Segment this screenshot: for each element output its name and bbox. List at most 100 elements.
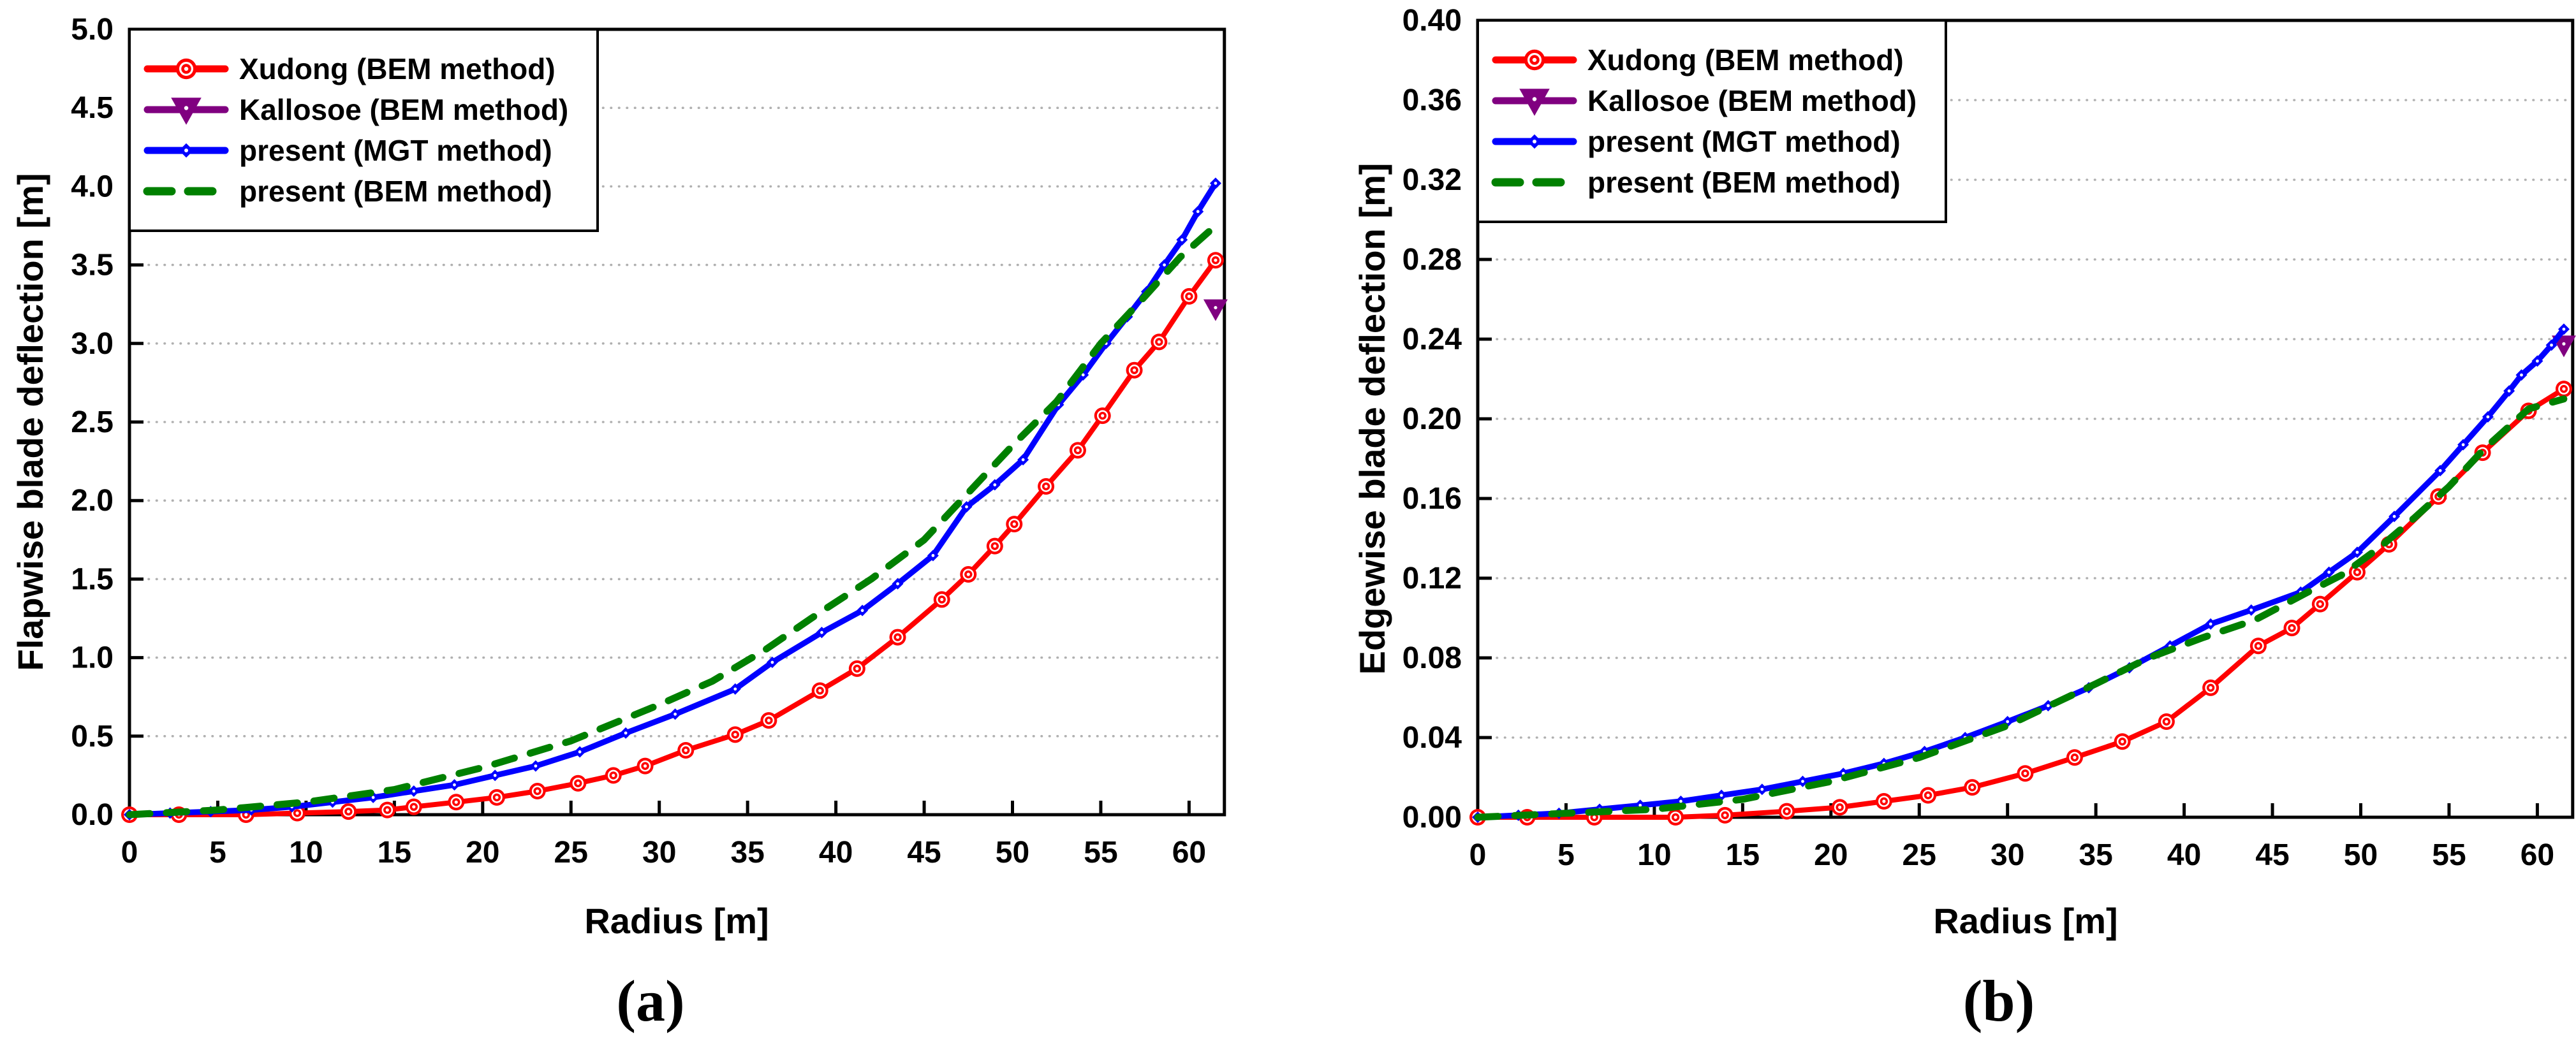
data-point-marker: [1151, 333, 1168, 351]
x-tick-label: 15: [1726, 838, 1760, 872]
data-point-marker: [2323, 566, 2335, 578]
y-tick-label: 0.0: [71, 798, 114, 832]
x-tick-label: 60: [1172, 836, 1206, 870]
legend-label: Kallosoe (BEM method): [1587, 84, 1917, 117]
y-tick-label: 0.32: [1402, 163, 1462, 197]
data-point-marker: [1209, 177, 1221, 189]
data-point-marker: [1038, 478, 1055, 495]
y-tick-label: 0.16: [1402, 482, 1462, 516]
data-point-marker: [848, 660, 865, 677]
data-point-marker: [1207, 252, 1224, 269]
data-point-marker: [816, 627, 828, 639]
legend-marker: [1527, 134, 1542, 149]
legend-box: [1476, 19, 1947, 223]
data-point-marker: [811, 682, 828, 699]
data-point-marker: [1176, 234, 1188, 246]
y-axis-label-a: Flapwise blade deflection [m]: [10, 173, 50, 671]
y-tick-label: 0.04: [1402, 721, 1462, 755]
legend-marker: [179, 143, 194, 158]
chart-panel-b: 0.00 0.04 0.08 0.12 0.16 0.20 0.24 0.28 0.32 0.36…: [1402, 4, 2576, 872]
y-tick-label: 0.36: [1402, 84, 1462, 117]
data-point-marker: [2202, 679, 2219, 696]
data-point-marker: [488, 789, 505, 806]
data-point-marker: [408, 785, 420, 797]
series-present-bem-method-: [1474, 395, 2568, 821]
data-point-marker: [448, 794, 465, 811]
data-point-marker: [1094, 407, 1111, 425]
data-point-marker: [1667, 809, 1684, 826]
data-point-marker: [620, 727, 632, 739]
y-tick-label: 0.28: [1402, 243, 1462, 277]
legend-label: present (BEM method): [1587, 166, 1901, 199]
data-point-marker: [489, 769, 501, 782]
y-tick-label: 1.5: [71, 562, 114, 596]
legend: Xudong (BEM method) Kallosoe (BEM method)…: [1476, 19, 1947, 223]
x-tick-label: 5: [1557, 838, 1575, 872]
data-point-marker: [2531, 355, 2543, 367]
y-tick-label: 3.0: [71, 327, 114, 361]
data-point-marker: [1716, 806, 1733, 824]
data-point-marker: [1920, 787, 1937, 804]
x-tick-label: 0: [1469, 838, 1487, 872]
data-point-marker: [529, 760, 541, 772]
data-point-marker: [1964, 779, 1981, 796]
data-point-marker: [340, 803, 357, 820]
data-point-marker: [2515, 369, 2528, 381]
data-point-marker: [1203, 299, 1228, 321]
data-point-marker: [2017, 765, 2034, 782]
data-point-marker: [2245, 604, 2257, 616]
data-point-marker: [2558, 323, 2570, 335]
legend-marker: [171, 98, 202, 125]
x-tick-label: 60: [2521, 838, 2554, 872]
data-point-marker: [1756, 783, 1768, 796]
x-tick-label: 30: [642, 836, 676, 870]
data-point-marker: [857, 604, 869, 616]
x-axis: 0 5 10 15 20 25 30 35 40 45 50 55 60: [121, 801, 1206, 870]
x-tick-label: 55: [2432, 838, 2466, 872]
data-point-marker: [1192, 205, 1204, 217]
series-kallosoe-bem-method-: [1203, 299, 1228, 321]
data-point-marker: [986, 537, 1003, 555]
series-line: [1475, 326, 2567, 820]
data-point-marker: [892, 578, 904, 590]
legend-marker: [175, 58, 197, 80]
y-tick-label: 0.5: [71, 720, 114, 753]
y-tick-label: 2.5: [71, 405, 114, 439]
data-point-marker: [2114, 733, 2131, 750]
x-tick-label: 40: [819, 836, 853, 870]
data-point-marker: [2503, 385, 2515, 397]
series-xudong-bem-method-: [1469, 381, 2572, 826]
data-point-marker: [933, 591, 950, 608]
data-point-marker: [669, 708, 681, 720]
data-point-marker: [960, 501, 973, 513]
legend-box: [128, 28, 599, 232]
caption-b: (b): [1962, 968, 2035, 1033]
y-axis: 0.0 0.5 1.0 1.5 2.0 2.5 3.0 3.5 4.0 4.5 5.0: [71, 13, 144, 832]
y-tick-label: 4.0: [71, 170, 114, 203]
data-point-marker: [766, 656, 778, 668]
series-present-mgt-method-: [124, 177, 1221, 820]
series-line: [1474, 395, 2568, 821]
legend-marker: [1524, 49, 1545, 71]
data-point-marker: [1126, 361, 1143, 379]
data-point-marker: [2434, 465, 2447, 477]
x-tick-label: 35: [2079, 838, 2112, 872]
data-point-marker: [1069, 442, 1086, 459]
legend-label: Xudong (BEM method): [239, 52, 556, 85]
data-point-marker: [405, 798, 422, 815]
y-tick-label: 0.08: [1402, 641, 1462, 675]
data-point-marker: [2555, 381, 2572, 398]
data-point-marker: [2351, 546, 2363, 558]
data-point-marker: [2388, 511, 2401, 523]
data-point-marker: [726, 726, 744, 743]
data-point-marker: [2249, 637, 2267, 655]
series-line: [1475, 386, 2566, 820]
data-point-marker: [2205, 618, 2217, 630]
x-tick-label: 25: [1903, 838, 1936, 872]
x-axis: 0 5 10 15 20 25 30 35 40 45 50 55 60: [1469, 803, 2554, 872]
x-tick-label: 45: [907, 836, 941, 870]
data-point-marker: [729, 683, 741, 695]
data-point-marker: [2457, 439, 2469, 451]
